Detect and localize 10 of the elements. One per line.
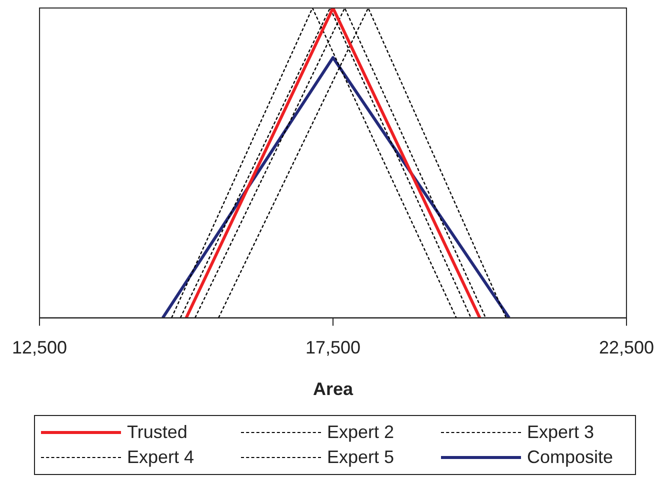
- legend-label: Expert 3: [527, 422, 594, 443]
- legend-label: Expert 4: [127, 447, 194, 468]
- x-tick-label: 22,500: [598, 338, 654, 358]
- legend-label: Composite: [527, 447, 614, 468]
- x-tick-label: 12,500: [12, 338, 68, 358]
- legend-label: Expert 2: [327, 422, 394, 443]
- x-axis-title: Area: [312, 379, 354, 400]
- legend-label: Expert 5: [327, 447, 394, 468]
- legend-label: Trusted: [127, 422, 188, 443]
- x-tick-label: 17,500: [305, 338, 361, 358]
